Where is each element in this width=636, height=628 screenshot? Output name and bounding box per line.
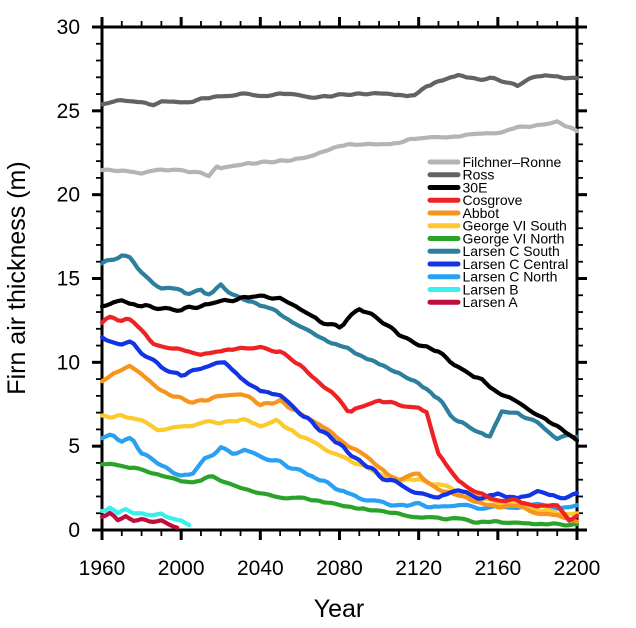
series-line-george-vi-south: [100, 413, 579, 517]
x-tick-label-2040: 2040: [237, 557, 284, 580]
series-lines: [100, 72, 579, 530]
series-line-larsen-a: [100, 510, 180, 530]
legend-item-larsen-c-south: Larsen C South: [427, 243, 560, 259]
axis-labels: Year Firn air thickness (m): [3, 161, 364, 623]
legend-item-larsen-c-north: Larsen C North: [427, 269, 558, 285]
legend-item-larsen-c-central: Larsen C Central: [427, 256, 569, 272]
y-tick-label-0: 0: [68, 519, 80, 542]
legend-label-ross: Ross: [463, 167, 495, 183]
legend-label-filchner-ronne: Filchner–Ronne: [463, 154, 562, 170]
legend-label-abbot: Abbot: [463, 205, 500, 221]
x-tick-label-2200: 2200: [554, 557, 601, 580]
x-tick-label-2080: 2080: [316, 557, 363, 580]
legend-item-larsen-b: Larsen B: [427, 281, 519, 297]
x-tick-label-2160: 2160: [474, 557, 521, 580]
legend-item-larsen-a: Larsen A: [427, 294, 519, 310]
legend-label-george-vi-north: George VI North: [463, 230, 565, 246]
series-line-ross: [100, 72, 579, 108]
legend: Filchner–RonneRoss30ECosgroveAbbotGeorge…: [427, 154, 569, 310]
x-tick-label-2120: 2120: [395, 557, 442, 580]
series-line-abbot: [100, 363, 579, 524]
legend-label-larsen-b: Larsen B: [463, 281, 519, 297]
legend-label-30e: 30E: [463, 179, 488, 195]
series-line-30e: [100, 293, 579, 443]
legend-label-cosgrove: Cosgrove: [463, 192, 523, 208]
legend-label-larsen-a: Larsen A: [463, 294, 519, 310]
series-line-cosgrove: [100, 314, 579, 523]
y-tick-label-30: 30: [57, 16, 80, 39]
legend-item-ross: Ross: [427, 167, 495, 183]
legend-item-george-vi-north: George VI North: [427, 230, 565, 246]
series-line-larsen-c-south: [100, 253, 579, 442]
legend-item-cosgrove: Cosgrove: [427, 192, 523, 208]
series-line-larsen-c-central: [100, 335, 579, 501]
legend-item-abbot: Abbot: [427, 205, 500, 221]
series-line-george-vi-north: [100, 461, 579, 528]
legend-label-larsen-c-north: Larsen C North: [463, 269, 558, 285]
x-tick-label-2000: 2000: [158, 557, 205, 580]
legend-item-30e: 30E: [427, 179, 488, 195]
series-line-larsen-b: [100, 505, 192, 528]
legend-item-george-vi-south: George VI South: [427, 218, 567, 234]
series-line-filchner-ronne: [100, 119, 579, 179]
y-tick-label-5: 5: [68, 435, 80, 458]
axes-frame: 1960 2000 2040 2080 2120 2160 2200 0 5 10 15 20 25 30: [57, 16, 601, 580]
y-tick-label-25: 25: [57, 100, 80, 123]
legend-label-larsen-c-central: Larsen C Central: [463, 256, 569, 272]
legend-label-larsen-c-south: Larsen C South: [463, 243, 560, 259]
y-tick-label-20: 20: [57, 184, 80, 207]
y-axis-title: Firn air thickness (m): [3, 161, 31, 394]
y-tick-label-15: 15: [57, 268, 80, 291]
x-axis-title: Year: [314, 595, 365, 623]
legend-label-george-vi-south: George VI South: [463, 218, 567, 234]
y-tick-label-10: 10: [57, 351, 80, 374]
legend-item-filchner-ronne: Filchner–Ronne: [427, 154, 562, 170]
x-tick-label-1960: 1960: [79, 557, 126, 580]
